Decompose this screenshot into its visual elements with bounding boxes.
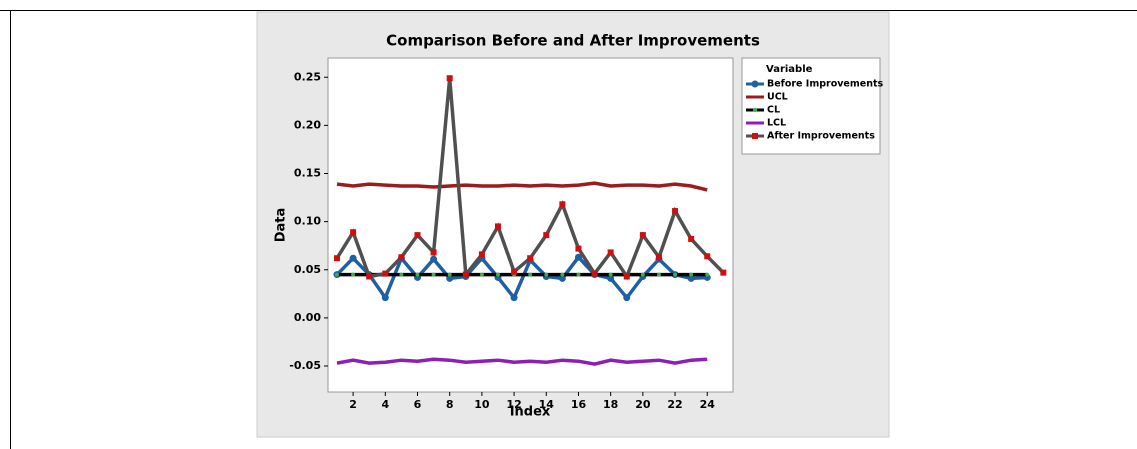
plot-area [327, 57, 734, 393]
x-tick-label: 16 [571, 398, 587, 411]
point [591, 270, 598, 277]
point [672, 208, 679, 215]
point [704, 253, 711, 260]
point [560, 272, 565, 277]
point [608, 272, 613, 277]
point [479, 272, 484, 277]
point [575, 245, 582, 252]
point [705, 272, 710, 277]
point [576, 272, 581, 277]
point [430, 255, 438, 263]
point [447, 272, 452, 277]
series-line [336, 181, 708, 192]
x-tick-label: 8 [446, 398, 454, 411]
point [656, 272, 661, 277]
point [334, 255, 341, 262]
point [381, 294, 389, 302]
point [430, 249, 437, 256]
y-tick-label: 0.25 [294, 70, 321, 83]
x-tick-label: 18 [603, 398, 618, 411]
y-tick-label: 0.20 [294, 118, 321, 131]
point [335, 272, 340, 277]
point [688, 235, 695, 242]
point [607, 274, 615, 282]
point [446, 75, 453, 82]
x-tick-label: 6 [414, 398, 422, 411]
x-tick-label: 22 [667, 398, 682, 411]
legend-label: LCL [767, 118, 786, 129]
x-tick-label: 2 [349, 398, 357, 411]
point [640, 272, 645, 277]
chart-title: Comparison Before and After Improvements [386, 32, 760, 50]
y-tick-label: 0.15 [294, 167, 321, 180]
y-axis-label: Data [274, 208, 289, 243]
point [382, 270, 389, 277]
point [511, 268, 518, 275]
legend-marker [751, 80, 759, 88]
point [350, 229, 357, 236]
point [655, 254, 662, 261]
point [398, 254, 405, 261]
point [366, 273, 373, 280]
y-tick-label: 0.00 [294, 311, 321, 324]
y-tick-label: 0.05 [294, 263, 321, 276]
legend-label: CL [767, 105, 780, 116]
legend-marker [753, 108, 757, 112]
x-tick-label: 24 [700, 398, 716, 411]
legend-box [741, 57, 881, 155]
legend-label: Before Improvements [767, 79, 884, 90]
point [623, 273, 630, 280]
point [478, 251, 485, 258]
point [544, 272, 549, 277]
point [639, 232, 646, 239]
point [528, 272, 533, 277]
point [558, 274, 566, 282]
point [462, 271, 469, 278]
point [574, 253, 582, 261]
point [687, 274, 695, 282]
x-tick-label: 14 [539, 398, 555, 411]
x-tick-label: 20 [635, 398, 651, 411]
y-tick-label: 0.10 [294, 215, 321, 228]
point [720, 269, 727, 276]
point [415, 272, 420, 277]
legend-title: Variable [766, 64, 813, 75]
legend-label: After Improvements [767, 131, 875, 142]
point [495, 272, 500, 277]
point [543, 232, 550, 239]
x-axis-label: Index [510, 405, 551, 420]
x-tick-label: 12 [506, 398, 521, 411]
point [623, 294, 631, 302]
point [510, 294, 518, 302]
series-line [336, 357, 708, 366]
point [431, 272, 436, 277]
point [689, 272, 694, 277]
point [559, 201, 566, 208]
point [527, 255, 534, 262]
point [494, 223, 501, 230]
point [349, 254, 357, 262]
point [673, 272, 678, 277]
legend-marker [752, 133, 758, 139]
point [414, 232, 421, 239]
x-tick-label: 4 [381, 398, 389, 411]
point [351, 272, 356, 277]
point [399, 272, 404, 277]
point [607, 249, 614, 256]
legend-label: UCL [767, 92, 788, 103]
x-tick-label: 10 [474, 398, 490, 411]
point [446, 274, 454, 282]
y-tick-label: -0.05 [289, 359, 321, 372]
